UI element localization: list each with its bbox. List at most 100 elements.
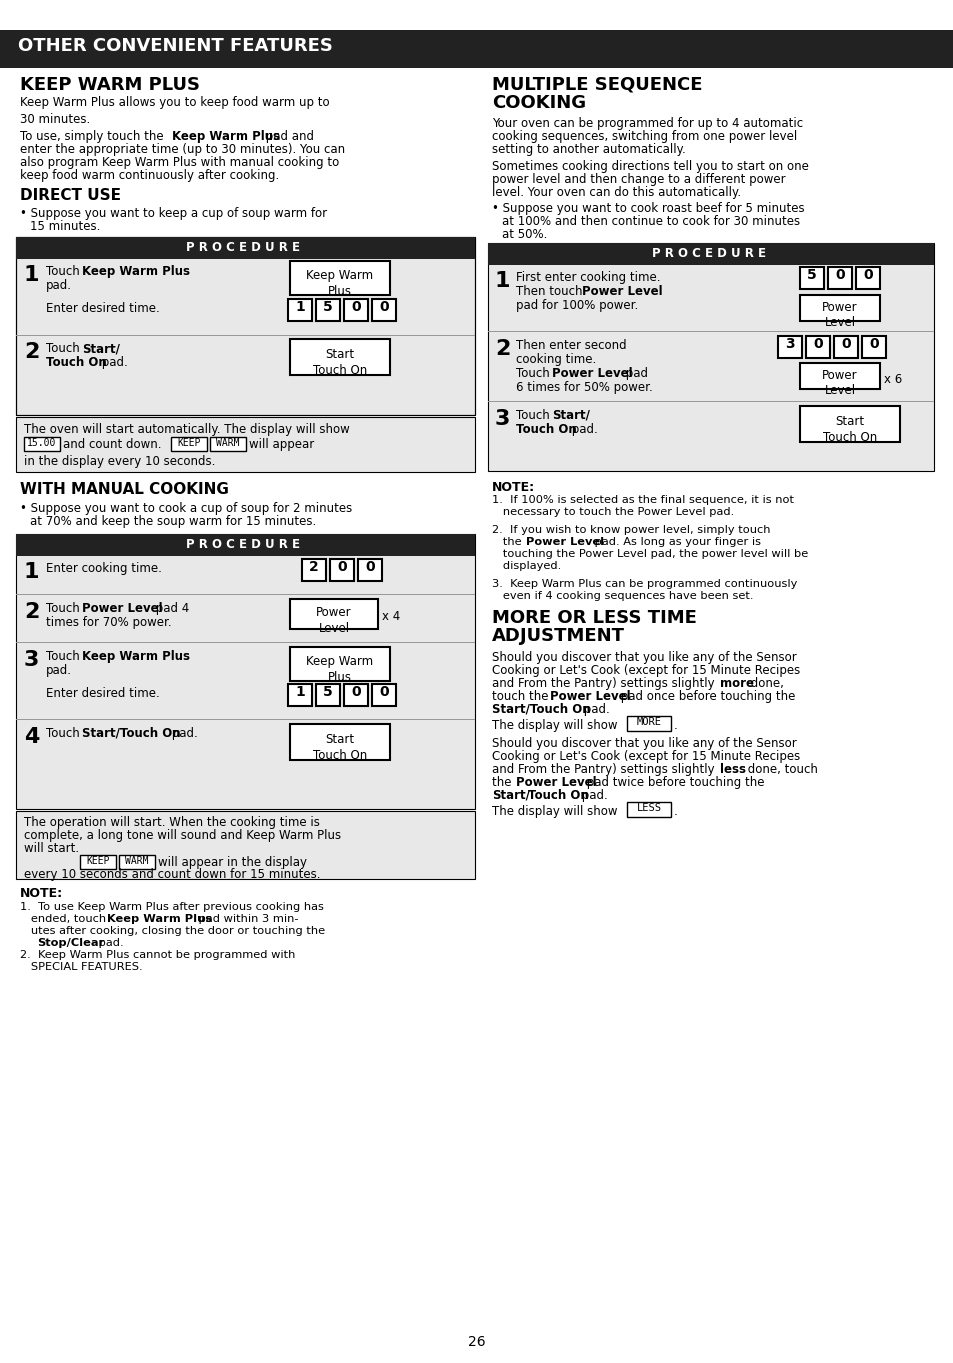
Text: WITH MANUAL COOKING: WITH MANUAL COOKING	[20, 483, 229, 497]
Text: 0: 0	[378, 686, 389, 699]
Text: in the display every 10 seconds.: in the display every 10 seconds.	[24, 455, 215, 468]
Bar	[626, 801, 670, 816]
Bar	[827, 267, 851, 289]
Bar	[800, 294, 879, 322]
Text: Your oven can be programmed for up to 4 automatic: Your oven can be programmed for up to 4 …	[492, 117, 802, 129]
Bar	[855, 267, 879, 289]
Text: Power Level: Power Level	[516, 776, 596, 789]
Text: Start/: Start/	[492, 789, 529, 801]
Text: Then touch: Then touch	[516, 285, 586, 298]
Text: NOTE:: NOTE:	[20, 887, 63, 900]
Text: keep food warm continuously after cooking.: keep food warm continuously after cookin…	[20, 169, 279, 183]
Text: 0: 0	[351, 686, 360, 699]
Bar	[16, 534, 475, 810]
Text: cooking sequences, switching from one power level: cooking sequences, switching from one po…	[492, 129, 797, 143]
Text: pad: pad	[621, 367, 647, 380]
Text: pad.: pad.	[567, 423, 598, 436]
Bar	[778, 337, 801, 358]
Bar	[315, 684, 339, 706]
Bar	[862, 337, 885, 358]
Text: 0: 0	[834, 269, 844, 282]
Text: Should you discover that you like any of the Sensor: Should you discover that you like any of…	[492, 652, 796, 664]
Text: The display will show: The display will show	[492, 720, 617, 732]
Text: MORE: MORE	[636, 717, 660, 726]
Bar	[171, 438, 207, 451]
Text: 0: 0	[868, 337, 878, 352]
Text: Touch: Touch	[516, 367, 553, 380]
Text: 4: 4	[24, 726, 39, 747]
Text: times for 70% power.: times for 70% power.	[46, 616, 172, 628]
Text: pad.: pad.	[46, 279, 71, 292]
Text: pad and: pad and	[262, 129, 314, 143]
Text: 3: 3	[784, 337, 794, 352]
Text: P R O C E D U R E: P R O C E D U R E	[186, 538, 300, 551]
Bar	[290, 260, 390, 294]
Text: 5: 5	[806, 269, 816, 282]
Text: P R O C E D U R E: P R O C E D U R E	[651, 247, 765, 260]
Text: Stop/Clear: Stop/Clear	[37, 938, 104, 949]
Bar	[290, 598, 377, 628]
Text: Touch On: Touch On	[46, 356, 107, 369]
Text: pad once before touching the: pad once before touching the	[617, 690, 795, 703]
Bar	[372, 298, 395, 322]
Text: • Suppose you want to cook roast beef for 5 minutes: • Suppose you want to cook roast beef fo…	[492, 202, 803, 215]
Text: done,: done,	[746, 677, 783, 690]
Bar	[357, 559, 381, 581]
Text: 5: 5	[323, 686, 333, 699]
Text: 26: 26	[468, 1334, 485, 1349]
Bar	[330, 559, 354, 581]
Text: and count down.: and count down.	[63, 438, 161, 451]
Bar	[210, 438, 246, 451]
Text: Power
Level: Power Level	[821, 301, 857, 330]
Bar	[805, 337, 829, 358]
Text: To use, simply touch the: To use, simply touch the	[20, 129, 167, 143]
Text: Keep Warm Plus: Keep Warm Plus	[107, 915, 212, 924]
Text: Enter cooking time.: Enter cooking time.	[46, 562, 162, 575]
Text: 6 times for 50% power.: 6 times for 50% power.	[516, 382, 652, 394]
Text: at 100% and then continue to cook for 30 minutes: at 100% and then continue to cook for 30…	[501, 215, 800, 228]
Text: cooking time.: cooking time.	[516, 353, 596, 367]
Text: Power Level: Power Level	[82, 602, 162, 615]
Text: pad. As long as your finger is: pad. As long as your finger is	[590, 537, 760, 547]
Bar	[315, 298, 339, 322]
Text: Enter desired time.: Enter desired time.	[46, 303, 159, 315]
Text: The display will show: The display will show	[492, 806, 617, 818]
Bar	[488, 243, 933, 264]
Text: Keep Warm Plus: Keep Warm Plus	[82, 264, 190, 278]
Text: Sometimes cooking directions tell you to start on one: Sometimes cooking directions tell you to…	[492, 159, 808, 173]
Text: Power Level: Power Level	[581, 285, 662, 298]
Text: 3: 3	[495, 409, 510, 429]
Text: pad.: pad.	[98, 356, 128, 369]
Text: 0: 0	[862, 269, 872, 282]
Text: Power Level: Power Level	[552, 367, 632, 380]
Text: The oven will start automatically. The display will show: The oven will start automatically. The d…	[24, 423, 350, 436]
Text: power level and then change to a different power: power level and then change to a differe…	[492, 173, 785, 185]
Text: Keep Warm Plus: Keep Warm Plus	[82, 650, 190, 662]
Text: even if 4 cooking sequences have been set.: even if 4 cooking sequences have been se…	[492, 592, 753, 601]
Text: 2.  If you wish to know power level, simply touch: 2. If you wish to know power level, simp…	[492, 525, 770, 536]
Text: 1: 1	[24, 562, 39, 582]
Text: pad within 3 min-: pad within 3 min-	[194, 915, 298, 924]
Text: 0: 0	[812, 337, 821, 352]
Bar	[833, 337, 857, 358]
Text: DIRECT USE: DIRECT USE	[20, 188, 121, 203]
Text: 0: 0	[841, 337, 850, 352]
Bar	[16, 534, 475, 556]
Bar	[626, 716, 670, 731]
Bar	[290, 724, 390, 761]
Text: enter the appropriate time (up to 30 minutes). You can: enter the appropriate time (up to 30 min…	[20, 143, 345, 155]
Text: COOKING: COOKING	[492, 94, 585, 112]
Text: 3.  Keep Warm Plus can be programmed continuously: 3. Keep Warm Plus can be programmed cont…	[492, 579, 797, 589]
Text: touch the: touch the	[492, 690, 552, 703]
Text: • Suppose you want to cook a cup of soup for 2 minutes: • Suppose you want to cook a cup of soup…	[20, 502, 352, 515]
Text: pad.: pad.	[578, 789, 607, 801]
Text: Should you discover that you like any of the Sensor: Should you discover that you like any of…	[492, 737, 796, 750]
Text: .: .	[673, 806, 677, 818]
Text: x 4: x 4	[381, 611, 400, 623]
Text: less: less	[720, 763, 745, 776]
Text: The operation will start. When the cooking time is: The operation will start. When the cooki…	[24, 816, 319, 829]
Text: pad.: pad.	[95, 938, 124, 949]
Bar	[800, 363, 879, 388]
Text: Touch: Touch	[46, 726, 84, 740]
Text: pad.: pad.	[579, 703, 609, 716]
